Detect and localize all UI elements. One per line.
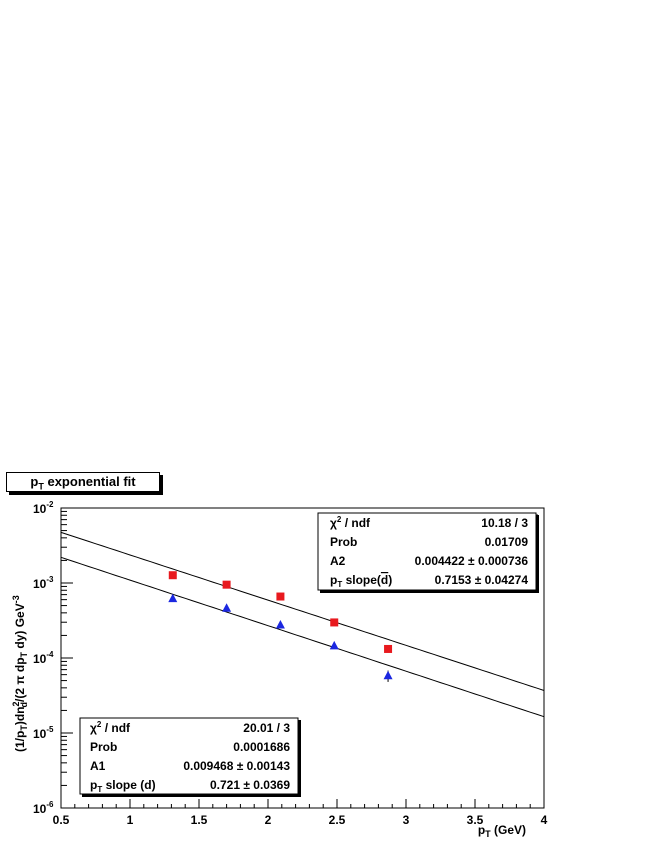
stat-a-value: 0.004422 ± 0.000736 [415,554,529,568]
data-points [168,571,393,682]
y-tick-label: 10-4 [33,650,54,666]
stat-prob-value: 0.0001686 [233,740,290,754]
stats-box-lower: χ2 / ndf 20.01 / 3 Prob 0.0001686 A1 0.0… [79,717,301,797]
stat-slope-label: pT slope(d) [330,573,392,589]
x-tick-label: 3 [403,813,410,827]
fit-line [60,556,545,718]
stat-a-value: 0.009468 ± 0.00143 [183,759,290,773]
data-point-triangle [222,603,232,612]
stat-slope-value: 0.721 ± 0.0369 [210,778,290,792]
data-point-square [168,571,177,580]
stat-chi2-value: 20.01 / 3 [243,721,290,735]
y-tick-label: 10-6 [33,800,54,816]
stat-a-label: A1 [90,759,106,773]
x-tick-label: 1.5 [191,813,208,827]
y-tick-label: 10-3 [33,575,54,591]
y-tick-labels: 10-6 10-5 10-4 10-3 10-2 [33,500,54,816]
data-point-triangle [329,640,339,650]
stat-chi2-label: χ2 / ndf [330,515,371,530]
x-tick-label: 3.5 [467,813,484,827]
data-point-triangle [275,620,285,629]
x-tick-label: 2 [265,813,272,827]
stat-slope-value: 0.7153 ± 0.04274 [435,573,529,587]
y-axis-title: (1/pT)dn2d/(2 π dpT dy) GeV-3 [11,595,29,752]
chart-title: pT exponential fit [6,472,160,492]
stat-prob-label: Prob [90,740,117,754]
x-axis-title: pT (GeV) [478,823,526,839]
stat-prob-value: 0.01709 [485,535,529,549]
axis-ticks [60,507,545,809]
stat-slope-label: pT slope (d) [90,778,156,794]
x-tick-label: 1 [127,813,134,827]
data-point-triangle [383,670,393,680]
stat-chi2-value: 10.18 / 3 [481,516,528,530]
data-point-square [222,580,231,589]
stats-box-upper: χ2 / ndf 10.18 / 3 Prob 0.01709 A2 0.004… [317,512,539,593]
fit-lines [60,531,545,718]
data-point-square [384,644,393,653]
stat-a-label: A2 [330,554,346,568]
y-tick-label: 10-2 [33,500,54,516]
data-point-square [330,618,339,627]
x-tick-label: 2.5 [329,813,346,827]
y-tick-label: 10-5 [33,725,54,741]
x-tick-label: 0.5 [53,813,70,827]
x-tick-labels: 0.5 1 1.5 2 2.5 3 3.5 4 [53,813,548,827]
x-tick-label: 4 [541,813,548,827]
data-point-square [276,592,285,601]
fit-line [60,531,545,691]
stat-prob-label: Prob [330,535,357,549]
stat-chi2-label: χ2 / ndf [90,720,131,735]
data-point-triangle [168,593,178,603]
